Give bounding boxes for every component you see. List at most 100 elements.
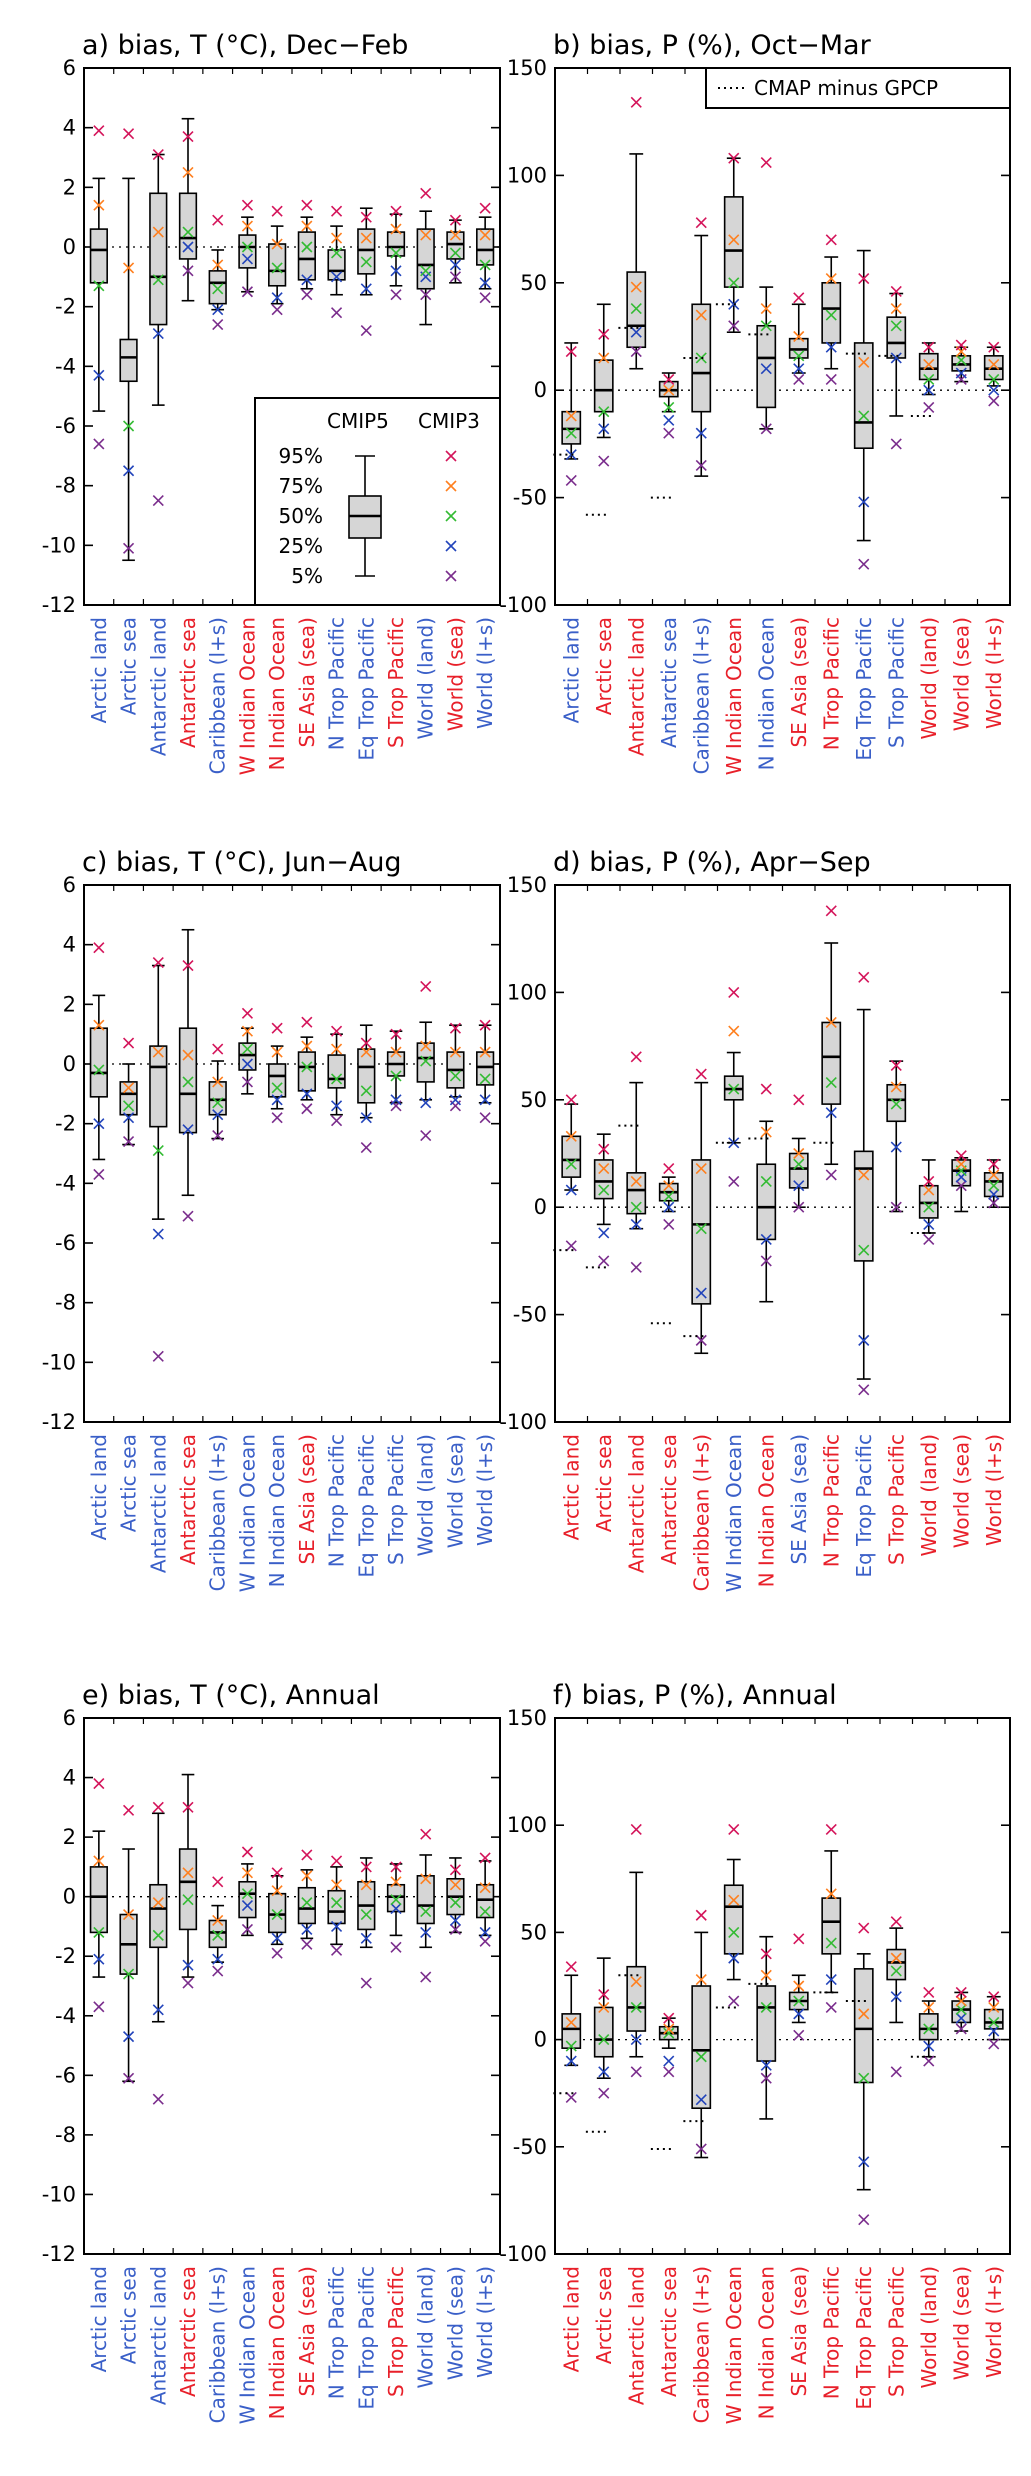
box-1 [553, 1094, 582, 1252]
cmip3-marker [271, 205, 283, 217]
cmip3-marker [271, 292, 283, 304]
cmip3-marker-stroke [565, 410, 577, 422]
cmip3-marker [360, 1085, 372, 1097]
iqr-box [756, 1985, 777, 2062]
cmip3-marker-stroke [695, 2051, 707, 2063]
cmip3-marker [565, 474, 577, 486]
cmip3-marker [923, 1201, 935, 1213]
cmip3-marker [890, 320, 902, 332]
cmip3-marker-stroke [760, 423, 772, 435]
cmip3-marker [760, 156, 772, 169]
cmip3-marker [360, 283, 372, 295]
iqr-box [208, 270, 227, 305]
cmip3-marker-stroke [825, 1974, 837, 1986]
cmip3-marker-stroke [479, 1935, 491, 1947]
iqr-box [208, 1081, 227, 1116]
iqr-box [691, 1159, 712, 1305]
cmip3-marker [93, 1926, 105, 1938]
cmip3-marker-stroke [565, 1961, 577, 1973]
category-label: W Indian Ocean [235, 617, 259, 775]
iqr-box [208, 1919, 227, 1949]
cmip3-marker-stroke [152, 148, 164, 161]
cmip3-marker [598, 2034, 610, 2046]
iqr-box [178, 1027, 198, 1134]
cmip3-marker-stroke [760, 2001, 772, 2014]
legend-cmip5: CMIP5 [327, 409, 389, 433]
cmip3-marker-stroke [390, 1861, 402, 1873]
box-9 [813, 1823, 842, 2014]
iqr-box [821, 281, 842, 344]
cmip3-marker [271, 1867, 283, 1879]
category-label: Arctic sea [117, 2266, 141, 2364]
cmip3-marker-stroke [793, 363, 805, 375]
cmip3-marker-stroke [479, 229, 491, 241]
iqr-box [297, 1051, 316, 1092]
cmip3-marker-stroke [390, 1028, 402, 1040]
box-14 [983, 341, 1004, 407]
cmip3-marker-stroke [695, 1287, 707, 1299]
box-1 [89, 942, 108, 1180]
cmip3-marker-stroke [241, 1900, 253, 1912]
cmip3-marker [123, 1100, 135, 1112]
cmip3-marker-stroke [182, 1049, 194, 1061]
cmip3-marker-stroke [420, 1040, 432, 1052]
cmip3-marker [598, 423, 610, 435]
cmip3-marker [955, 1150, 967, 1162]
cmip3-marker [598, 1227, 610, 1239]
cmip3-marker-stroke [988, 1169, 1000, 1181]
cmip3-marker [271, 1022, 283, 1034]
cmip3-marker [955, 2012, 967, 2024]
cmip3-marker [760, 1175, 772, 1187]
cmip3-marker-stroke [663, 2027, 675, 2039]
cmip3-marker-stroke [271, 1112, 283, 1124]
iqr-box [756, 324, 777, 409]
cmip3-marker-stroke [360, 1861, 372, 1873]
iqr-box [297, 231, 316, 281]
iqr-box [89, 1027, 108, 1098]
category-label: N Trop Pacific [325, 2266, 349, 2399]
y-tick-label: -10 [42, 1350, 76, 1374]
cmip3-marker-stroke [890, 2066, 902, 2078]
cmip3-marker-stroke [890, 438, 902, 450]
cmip3-marker-stroke [598, 2001, 610, 2014]
box-2 [119, 1037, 138, 1148]
box-13 [951, 1986, 972, 2035]
cmip3-marker [565, 2040, 577, 2052]
cmip3-marker-stroke [93, 125, 105, 137]
cmip3-marker-stroke [598, 455, 610, 467]
y-tick-label: 6 [63, 1706, 76, 1730]
iqr-box [561, 2013, 582, 2049]
cmip3-marker-stroke [825, 1169, 837, 1181]
cmip3-marker-stroke [360, 232, 372, 244]
cmip3-marker-stroke [663, 1162, 675, 1175]
box-3 [618, 1051, 647, 1273]
cmip3-marker [479, 1926, 491, 1938]
cmip3-marker [565, 427, 577, 439]
cmip3-marker [728, 152, 740, 164]
cmip3-marker-stroke [449, 1914, 461, 1927]
cmip3-marker [825, 1888, 837, 1900]
cmip3-marker [988, 2016, 1000, 2029]
cmip3-marker [123, 420, 135, 432]
cmip3-marker [123, 1082, 135, 1094]
cmip3-marker-stroke [955, 2012, 967, 2024]
plot-frame [554, 884, 1011, 1423]
cmip3-marker-stroke [123, 1112, 135, 1124]
cmip3-marker [449, 1022, 461, 1034]
cmip3-marker [212, 1043, 224, 1055]
cmip3-marker [301, 1923, 313, 1935]
cmip3-marker-stroke [663, 2012, 675, 2024]
y-tick-label: 100 [507, 980, 547, 1004]
cmip3-marker [123, 542, 135, 554]
cmip3-marker [241, 286, 253, 298]
cmip3-marker-stroke [123, 2072, 135, 2084]
legend-obs-panel-b: CMAP minus GPCP [705, 67, 1011, 109]
cmip3-marker [479, 1852, 491, 1864]
y-tick-label: 0 [534, 2028, 547, 2052]
cmip3-marker [728, 1926, 740, 1938]
cmip3-marker [331, 1920, 343, 1933]
cmip3-marker-stroke [152, 2093, 164, 2105]
category-label: World (land) [414, 617, 438, 739]
cmip3-marker [793, 1980, 805, 1992]
cmip3-marker-stroke [241, 1923, 253, 1935]
